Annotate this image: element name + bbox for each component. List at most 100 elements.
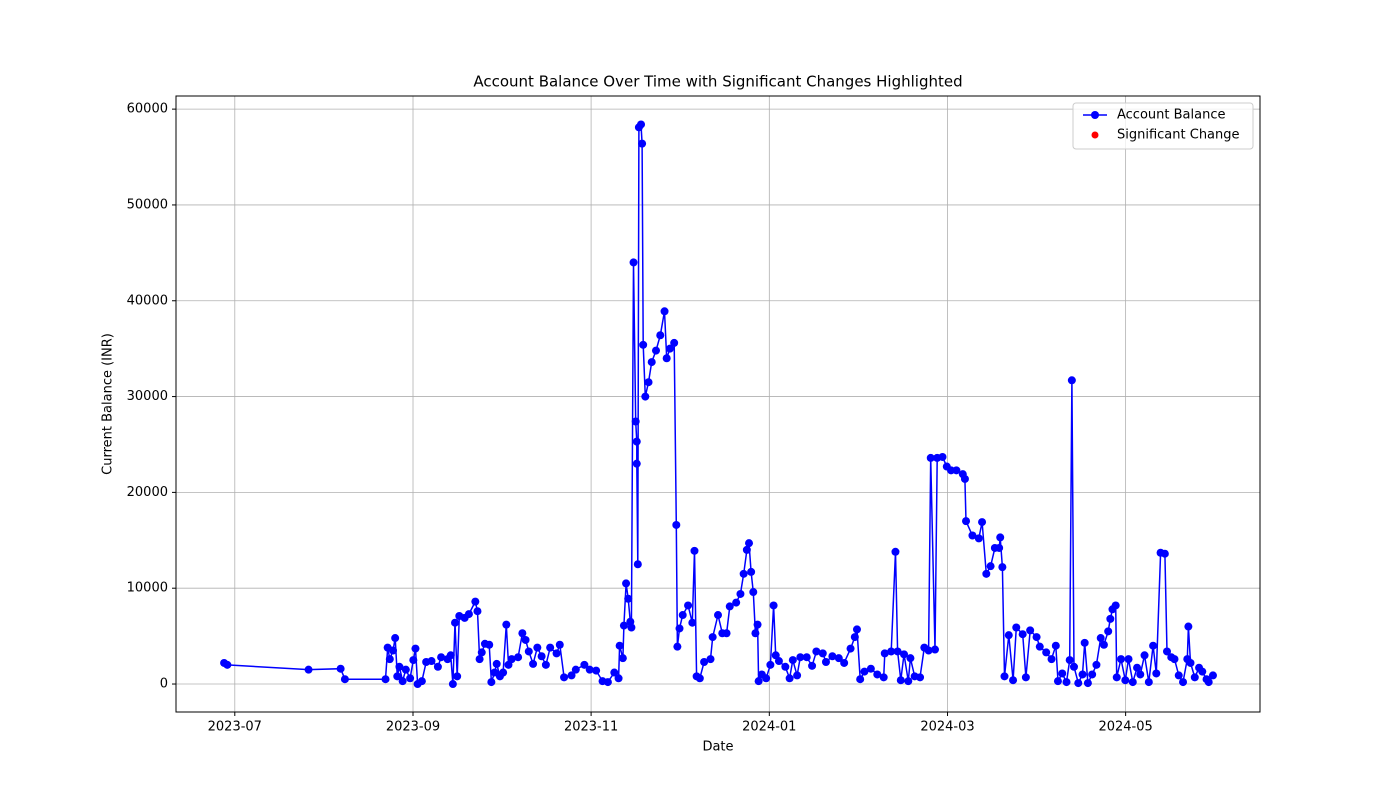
- point: [1160, 549, 1169, 558]
- point: [1121, 676, 1130, 685]
- point: [1058, 669, 1067, 678]
- point: [916, 673, 925, 682]
- point: [660, 307, 669, 316]
- point: [631, 417, 640, 426]
- point: [1136, 670, 1145, 679]
- point: [385, 655, 394, 664]
- point: [638, 139, 647, 148]
- point: [651, 346, 660, 355]
- point: [672, 520, 681, 529]
- point: [675, 624, 684, 633]
- point: [541, 660, 550, 669]
- point: [1140, 651, 1149, 660]
- point: [1065, 656, 1074, 665]
- point: [924, 646, 933, 655]
- point: [706, 655, 715, 664]
- point: [437, 653, 446, 662]
- point: [639, 340, 648, 349]
- point: [695, 674, 704, 683]
- point: [998, 563, 1007, 572]
- point: [952, 466, 961, 475]
- point: [1080, 638, 1089, 647]
- point: [514, 653, 523, 662]
- point: [1000, 672, 1009, 681]
- point: [502, 620, 511, 629]
- point: [1208, 671, 1217, 680]
- point: [487, 678, 496, 687]
- x-axis-label: Date: [702, 740, 733, 755]
- point: [688, 618, 697, 627]
- point: [900, 650, 909, 659]
- point: [960, 474, 969, 483]
- point: [518, 629, 527, 638]
- plot-frame: [175, 95, 1261, 713]
- point: [1162, 647, 1171, 656]
- point: [926, 453, 935, 462]
- point: [879, 673, 888, 682]
- point: [846, 644, 855, 653]
- point: [1009, 676, 1018, 685]
- point: [896, 676, 905, 685]
- x-tick-label: 2024-05: [1098, 720, 1152, 735]
- point: [732, 598, 741, 607]
- point: [473, 607, 482, 616]
- legend-marker: [1091, 111, 1099, 119]
- point: [521, 635, 530, 644]
- point: [856, 675, 865, 684]
- point: [580, 660, 589, 669]
- point: [852, 625, 861, 634]
- point: [1062, 678, 1071, 687]
- point: [644, 378, 653, 387]
- point: [603, 678, 612, 687]
- point: [818, 649, 827, 658]
- point: [1067, 376, 1076, 385]
- point: [1144, 678, 1153, 687]
- point: [618, 654, 627, 663]
- point: [785, 674, 794, 683]
- point: [1111, 601, 1120, 610]
- point: [451, 618, 460, 627]
- point: [409, 656, 418, 665]
- point: [1124, 655, 1133, 664]
- point: [893, 647, 902, 656]
- point: [808, 661, 817, 670]
- point: [1104, 627, 1113, 636]
- point: [662, 354, 671, 363]
- point: [427, 657, 436, 666]
- point: [774, 657, 783, 666]
- point: [754, 677, 763, 686]
- balance-line: [223, 122, 1214, 686]
- point: [745, 539, 754, 548]
- point: [788, 656, 797, 665]
- point: [684, 601, 693, 610]
- point: [747, 567, 756, 576]
- x-tick-label: 2023-09: [386, 720, 440, 735]
- point: [781, 662, 790, 671]
- point: [860, 667, 869, 676]
- point: [629, 258, 638, 267]
- point: [406, 674, 415, 683]
- point: [995, 543, 1004, 552]
- point: [665, 344, 674, 353]
- point: [453, 672, 462, 681]
- point: [395, 662, 404, 671]
- point: [1092, 660, 1101, 669]
- point: [477, 648, 486, 657]
- point: [448, 680, 457, 689]
- point: [610, 668, 619, 677]
- point: [751, 629, 760, 638]
- point: [962, 517, 971, 526]
- point: [464, 610, 473, 619]
- point: [742, 545, 751, 554]
- point: [821, 657, 830, 666]
- point: [633, 560, 642, 569]
- point: [996, 533, 1005, 542]
- point: [700, 657, 709, 666]
- point: [567, 671, 576, 680]
- legend-label: Significant Change: [1117, 128, 1240, 143]
- point: [1152, 669, 1161, 678]
- point: [1069, 662, 1078, 671]
- point: [641, 392, 650, 401]
- point: [637, 120, 646, 129]
- point: [904, 677, 913, 686]
